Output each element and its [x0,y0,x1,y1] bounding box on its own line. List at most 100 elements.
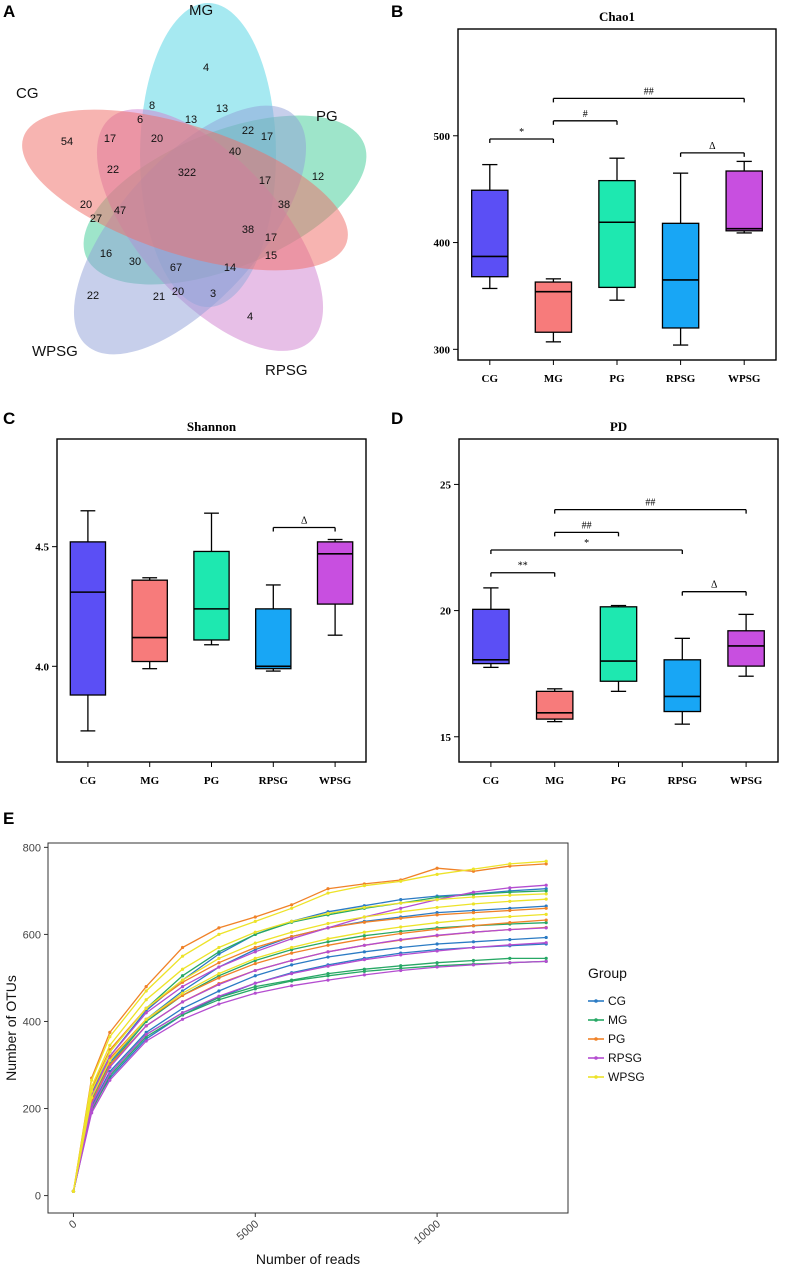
data-point [362,905,366,910]
box-pg [193,550,230,641]
venn-count: 17 [104,133,116,145]
venn-count: 17 [259,175,271,187]
x-tick-label: PG [204,775,220,787]
y-tick-label: 600 [23,929,41,941]
venn-count: 22 [107,164,119,176]
data-point [362,943,366,947]
x-tick-label: RPSG [259,775,289,787]
venn-count: 3 [210,288,216,300]
venn-count: 14 [224,262,236,274]
data-point [544,897,548,901]
box-wpsg [727,630,765,667]
data-point [290,906,294,910]
data-point [253,930,257,934]
data-point [217,945,221,950]
data-point [544,921,548,925]
data-point [180,985,185,989]
data-point [508,961,512,965]
data-point [180,967,185,971]
x-tick-label: PG [611,775,627,787]
venn-count: 20 [80,199,92,211]
data-point [435,942,439,946]
y-tick-label: 25 [440,479,452,491]
data-point [253,981,257,985]
data-point [471,911,476,915]
data-point [253,956,257,960]
data-point [180,945,185,950]
box-mg [535,690,574,720]
data-point [435,949,439,953]
x-tick-label: RPSG [668,775,698,787]
data-point [399,879,403,883]
data-point [326,978,330,982]
data-point [90,1085,94,1089]
data-point [144,1032,148,1037]
data-point [544,918,548,922]
legend-title: Group [588,965,627,981]
legend-swatch-marker [594,999,598,1003]
box-cg [69,541,107,696]
data-point [399,953,403,957]
data-point [399,931,403,936]
data-point [471,867,476,871]
data-point [290,963,294,967]
venn-count: 8 [149,100,155,112]
venn-count: 20 [151,133,163,145]
data-point [217,982,221,987]
data-point [180,954,185,958]
data-point [435,921,439,925]
data-point [326,911,330,916]
data-point [508,886,512,890]
y-tick-label: 4.5 [35,542,49,554]
data-point [108,1030,112,1034]
data-point [399,906,403,910]
data-point [362,950,366,954]
shannon-boxplot: Shannon 4.0 4.5 CG MG PG RPSG WPSG Δ [35,419,367,787]
x-tick-label: 0 [67,1218,79,1231]
venn-count: 47 [114,205,126,217]
data-point [108,1065,112,1069]
data-point [544,956,548,960]
legend-swatch-marker [594,1018,598,1022]
data-point [471,963,476,967]
significance-label: ** [518,561,528,572]
data-point [217,932,221,937]
legend-swatch-marker [594,1037,598,1041]
data-point [144,1024,148,1028]
venn-count: 17 [265,232,277,244]
data-point [108,1043,112,1048]
data-point [399,910,403,914]
data-point [435,961,439,965]
data-point [362,915,366,919]
data-point [290,945,294,950]
box-rpsg [661,222,700,329]
data-point [471,902,476,906]
data-point [399,945,403,950]
panel-letter-c: C [3,409,15,428]
data-point [90,1096,94,1100]
data-point [435,866,439,870]
data-point [544,859,548,863]
venn-count: 22 [87,290,99,302]
venn-count: 4 [203,62,209,74]
data-point [508,890,512,894]
data-point [253,974,257,978]
data-point [108,1035,112,1039]
y-tick-label: 200 [23,1104,41,1116]
data-point [399,925,403,929]
y-tick-label: 400 [434,238,451,250]
data-point [180,1017,185,1021]
venn-count: 6 [137,114,143,126]
venn-count: 30 [129,256,141,268]
data-point [326,940,330,944]
data-point [544,941,548,945]
panel-letter-e: E [3,809,14,828]
data-point [362,967,366,971]
data-point [326,937,330,941]
y-tick-label: 300 [434,344,451,356]
data-point [144,989,148,993]
venn-count: 38 [242,224,254,236]
venn-count: 17 [261,131,273,143]
data-point [253,991,257,995]
